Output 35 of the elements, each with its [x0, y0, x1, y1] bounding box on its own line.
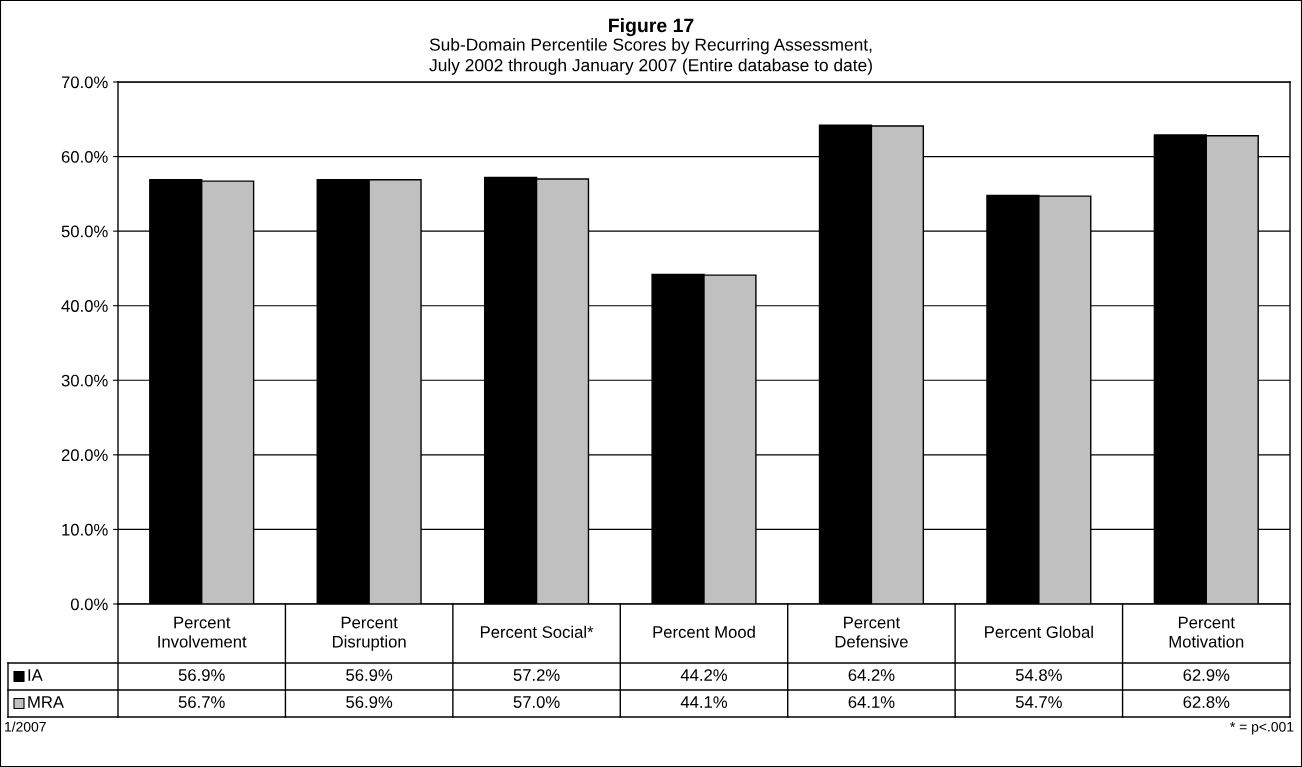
data-label: 64.2%: [848, 669, 895, 681]
text: * = p<.001: [1230, 721, 1294, 735]
data-label: 54.7%: [1015, 696, 1062, 708]
y-tick-label: 50.0%: [61, 225, 108, 238]
data-label: 57.0%: [513, 696, 560, 708]
data-label: 64.1%: [848, 696, 895, 708]
y-tick-label: 70.0%: [61, 76, 108, 89]
y-tick-label: 30.0%: [61, 374, 108, 387]
data-label: 62.9%: [1183, 669, 1230, 681]
x-tick-label: Percent Social*: [480, 625, 594, 638]
x-tick-label: Percent Disruption: [333, 616, 406, 651]
chart-subtitle: Sub-Domain Percentile Scores by Recurring Assessment, July 2002 through January 2007 (Entire database to date): [429, 38, 872, 75]
x-tick-label: Percent Involvement: [158, 616, 247, 648]
y-tick-label: 60.0%: [61, 150, 108, 163]
data-label: 56.9%: [346, 669, 393, 681]
x-tick-label: Percent Defensive: [835, 616, 908, 648]
x-tick-label: Percent Motivation: [1169, 616, 1244, 648]
y-tick-label: 10.0%: [62, 523, 108, 536]
data-label: 44.1%: [680, 696, 728, 708]
legend-label: IA: [28, 669, 43, 681]
data-label: 56.7%: [178, 696, 225, 708]
text: 1/2007: [5, 721, 46, 732]
y-tick-label: 0.0%: [70, 598, 108, 611]
x-tick-label: Percent Mood: [653, 625, 755, 638]
chart-title: Figure 17: [609, 18, 694, 37]
data-label: 57.2%: [513, 669, 560, 681]
data-label: 56.9%: [346, 696, 393, 708]
data-label: 56.9%: [178, 669, 225, 681]
y-tick-label: 20.0%: [61, 449, 108, 462]
x-tick-label: Percent Global: [985, 625, 1093, 638]
legend-label: MRA: [28, 696, 64, 708]
data-label: 44.2%: [680, 669, 728, 681]
data-label: 62.8%: [1183, 696, 1230, 708]
data-label: 54.8%: [1015, 669, 1062, 681]
y-tick-label: 40.0%: [61, 300, 108, 312]
